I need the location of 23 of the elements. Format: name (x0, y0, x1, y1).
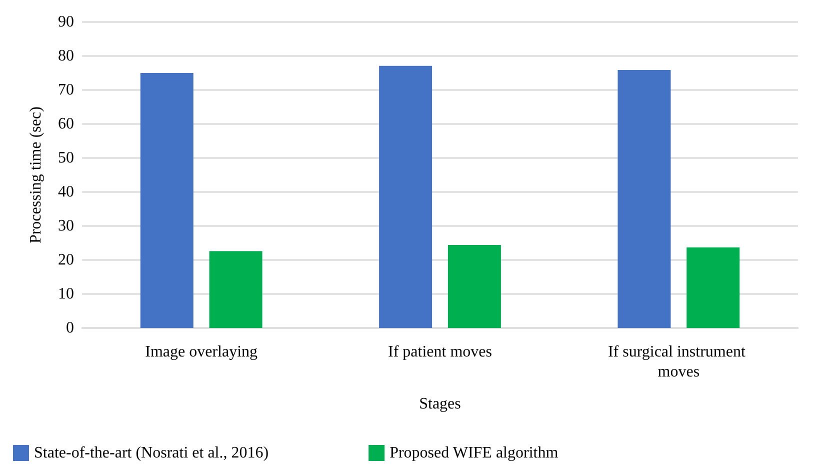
y-tick-label: 0 (66, 320, 74, 336)
y-tick-label: 50 (58, 150, 74, 166)
bar (140, 73, 194, 328)
legend-label: State-of-the-art (Nosrati et al., 2016) (34, 444, 269, 462)
y-tick-label: 60 (58, 116, 74, 132)
x-tick-label: If patient moves (388, 344, 492, 360)
y-tick-label: 10 (58, 286, 74, 302)
y-tick-label: 40 (58, 184, 74, 200)
legend-label: Proposed WIFE algorithm (390, 444, 559, 462)
y-tick-label: 70 (58, 82, 74, 98)
x-axis-title: Stages (419, 396, 461, 412)
x-tick-label: Image overlaying (145, 344, 258, 360)
bar (448, 245, 501, 328)
y-tick-label: 20 (58, 252, 74, 268)
y-axis-title: Processing time (sec) (28, 106, 44, 244)
bar (618, 70, 671, 328)
y-tick-label: 90 (58, 14, 74, 30)
x-tick-label: If surgical instrument moves (608, 344, 750, 380)
bar (209, 251, 262, 328)
y-tick-label: 80 (58, 48, 74, 64)
bar (379, 66, 432, 328)
bar (686, 247, 740, 328)
y-tick-label: 30 (58, 218, 74, 234)
